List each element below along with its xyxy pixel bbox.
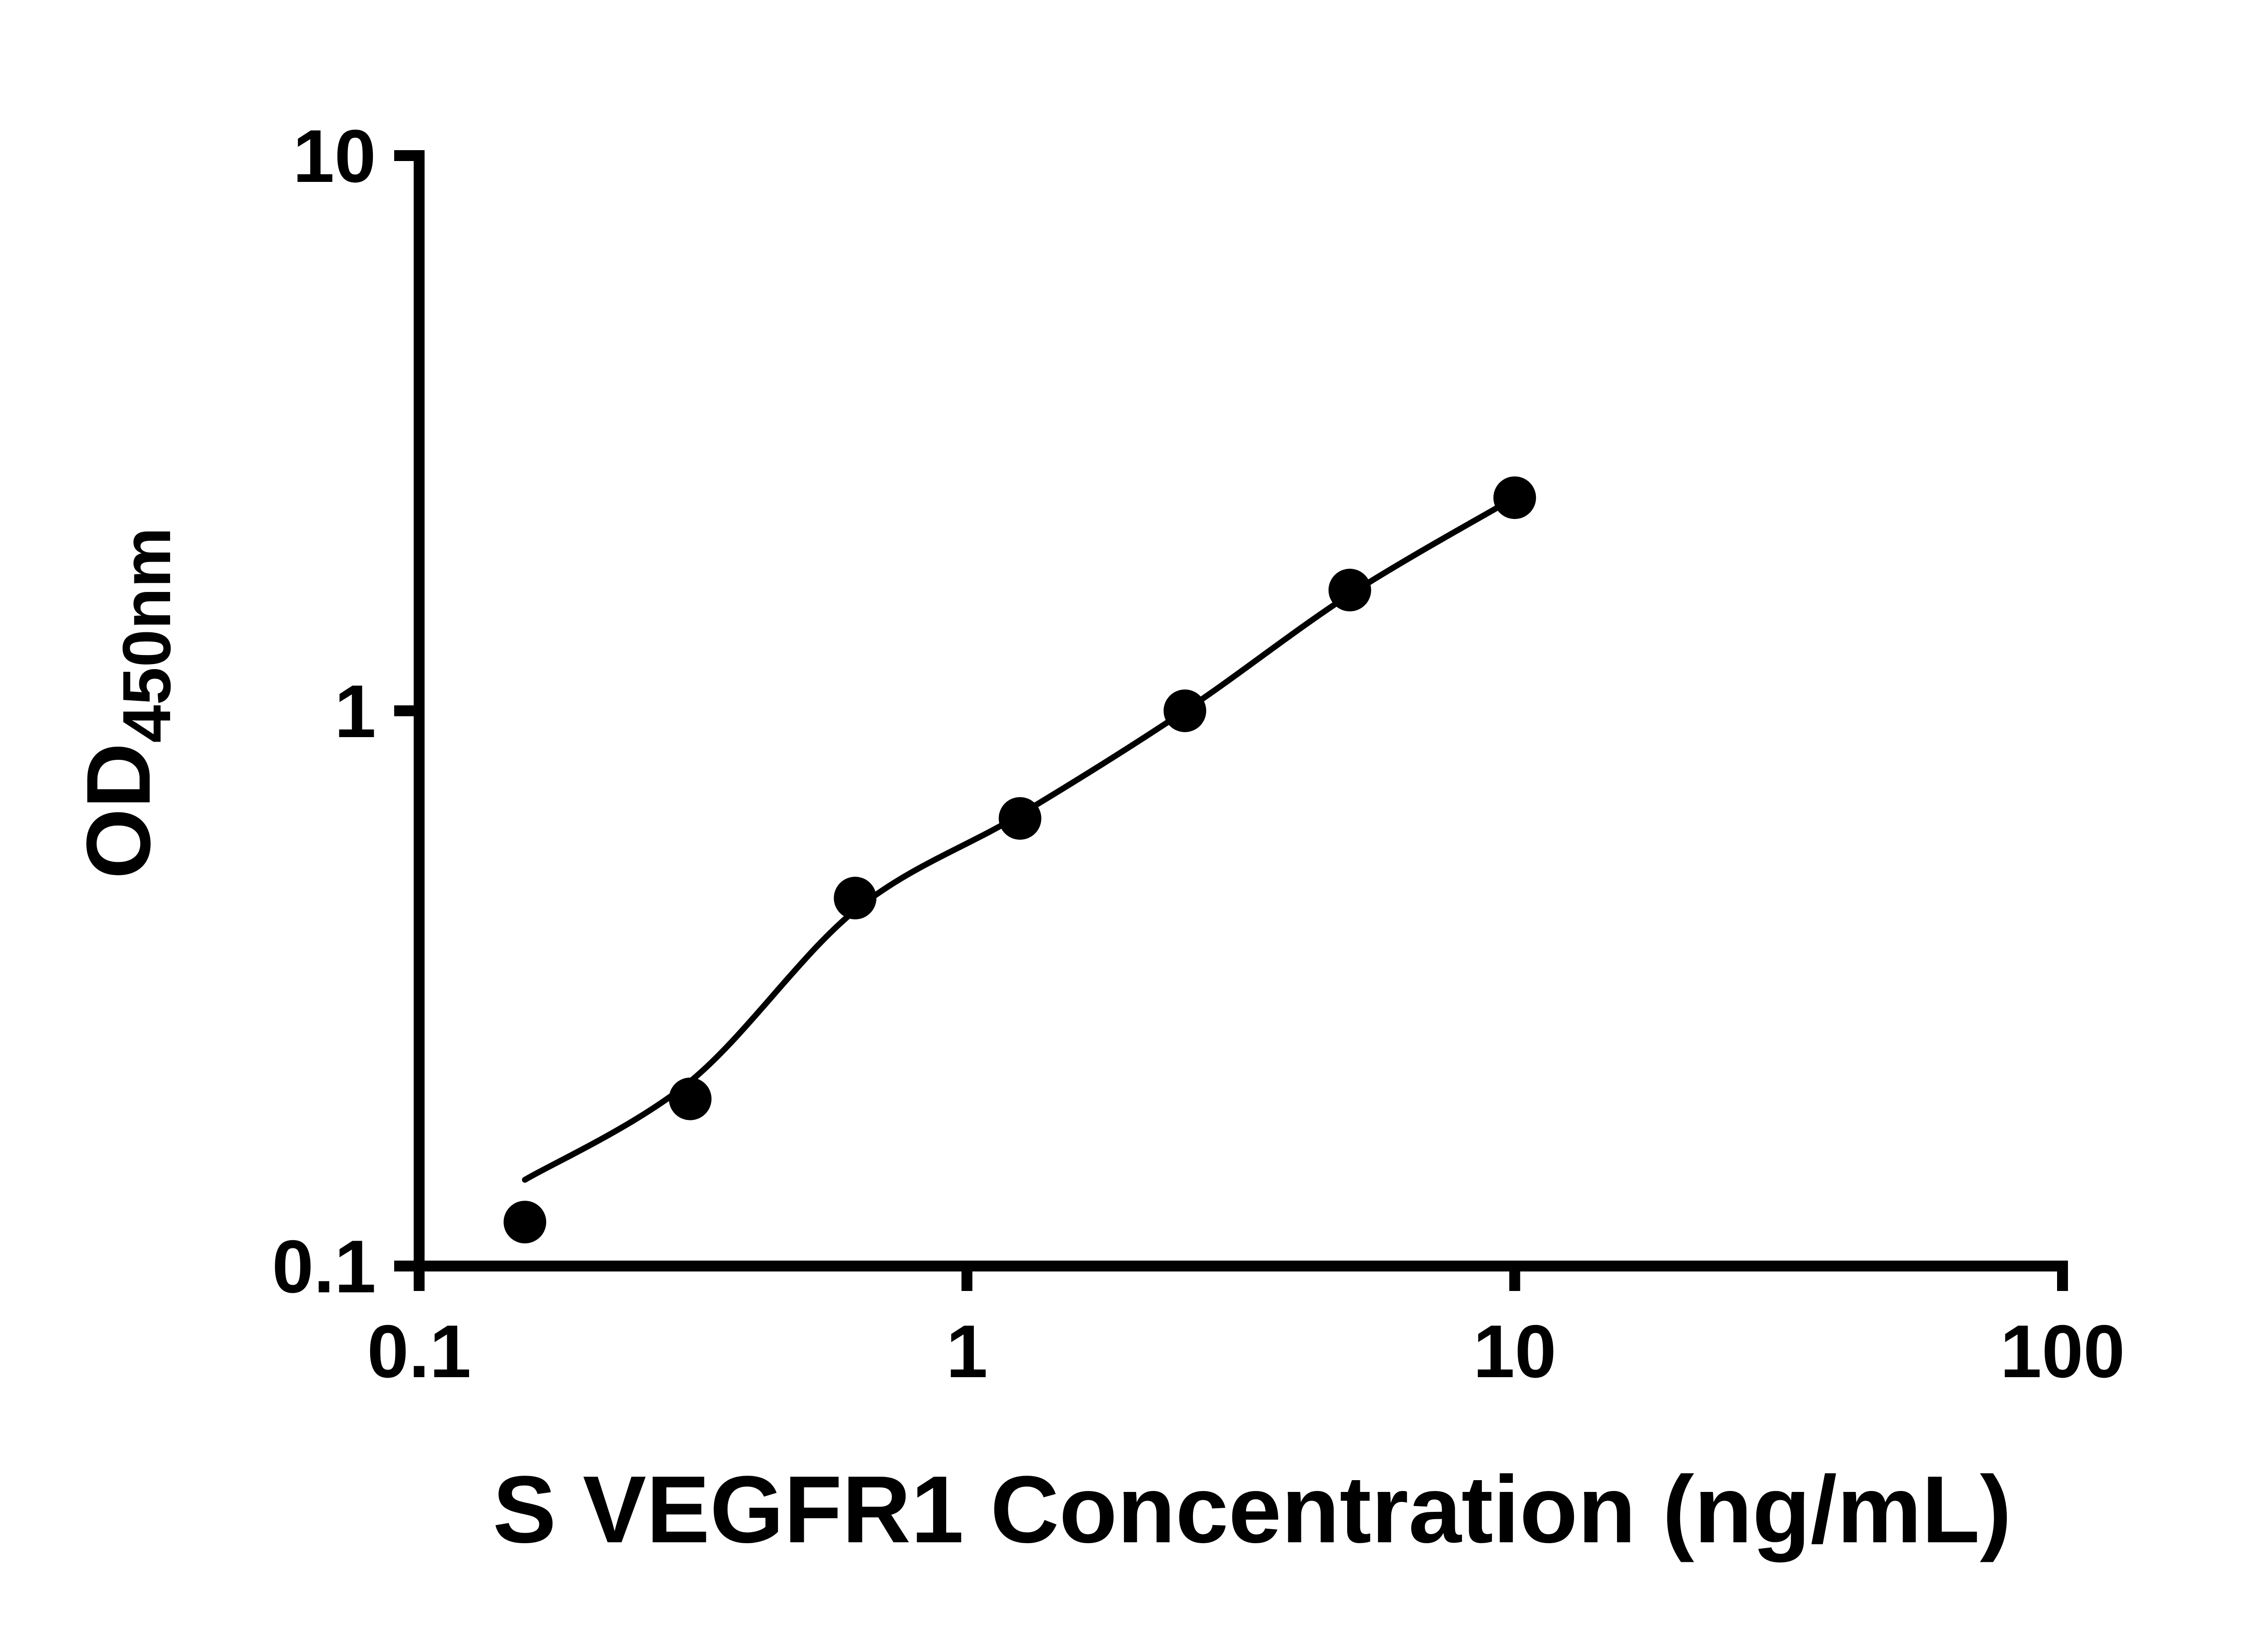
data-point — [834, 876, 877, 919]
data-point — [1493, 476, 1536, 519]
data-point — [998, 797, 1041, 840]
x-tick-label: 0.1 — [367, 1310, 471, 1393]
data-point — [1163, 689, 1207, 732]
x-tick-label: 1 — [946, 1310, 988, 1393]
data-point — [669, 1077, 712, 1120]
y-tick-label: 10 — [293, 114, 376, 198]
data-point — [1328, 568, 1371, 611]
y-tick-label: 0.1 — [272, 1225, 376, 1308]
data-point — [503, 1201, 547, 1244]
y-tick-label: 1 — [334, 670, 376, 753]
y-axis-title: OD450nm — [68, 527, 185, 879]
x-tick-label: 10 — [1473, 1310, 1557, 1393]
x-tick-label: 100 — [2000, 1310, 2125, 1393]
x-axis-title: S VEGFR1 Concentration (ng/mL) — [493, 1456, 2011, 1563]
